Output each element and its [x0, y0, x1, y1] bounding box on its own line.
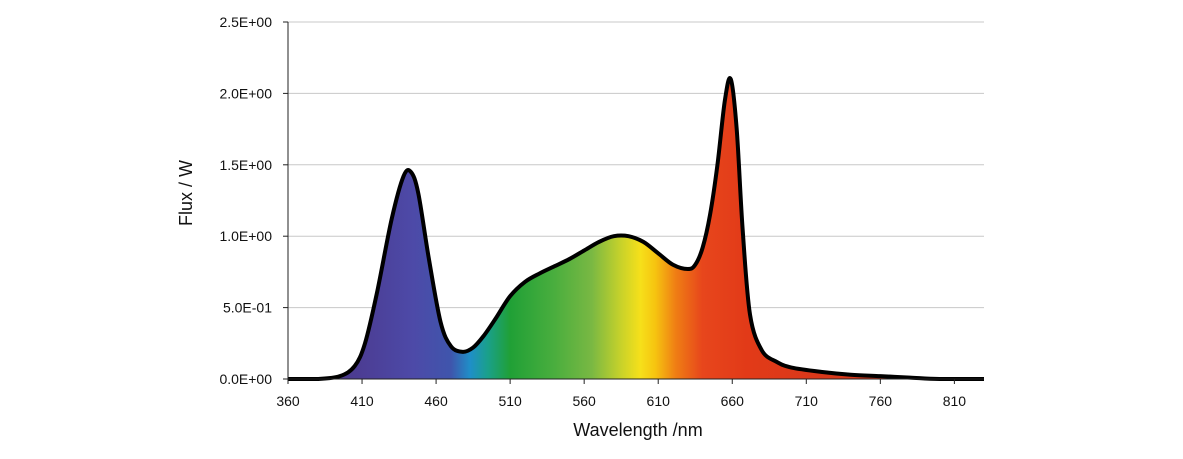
series-line — [287, 76, 984, 382]
y-axis-ticks: 0.0E+00 5.0E-01 1.0E+00 1.5E+00 2.0E+00 2.5E+… — [219, 14, 288, 387]
x-tick-label: 460 — [424, 393, 448, 409]
axes — [287, 22, 984, 380]
x-tick-label: 760 — [869, 393, 893, 409]
x-tick-label: 360 — [276, 393, 300, 409]
x-axis-ticks: 360 410 460 510 560 610 660 710 760 810 — [276, 379, 966, 409]
x-tick-label: 710 — [795, 393, 819, 409]
y-tick-label: 1.5E+00 — [219, 157, 272, 173]
y-axis-title: Flux / W — [176, 160, 196, 226]
x-tick-label: 810 — [943, 393, 967, 409]
y-tick-label: 5.0E-01 — [223, 300, 272, 316]
y-tick-label: 1.0E+00 — [219, 228, 272, 244]
y-tick-label: 0.0E+00 — [219, 371, 272, 387]
x-tick-label: 660 — [721, 393, 745, 409]
x-tick-label: 510 — [498, 393, 522, 409]
y-tick-label: 2.5E+00 — [219, 14, 272, 30]
x-tick-label: 410 — [350, 393, 374, 409]
series-area-fill — [288, 78, 984, 379]
x-axis-title: Wavelength /nm — [573, 420, 702, 440]
x-tick-label: 560 — [572, 393, 596, 409]
data-series — [287, 76, 984, 382]
x-tick-label: 610 — [647, 393, 671, 409]
y-tick-label: 2.0E+00 — [219, 85, 272, 101]
